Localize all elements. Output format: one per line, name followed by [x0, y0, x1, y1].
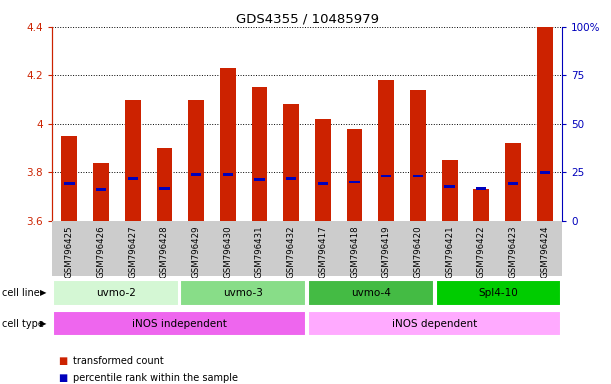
Text: uvmo-2: uvmo-2 [96, 288, 136, 298]
Bar [349, 180, 360, 184]
Text: iNOS independent: iNOS independent [132, 318, 227, 329]
Bar [286, 177, 296, 180]
Text: GSM796418: GSM796418 [350, 225, 359, 278]
Bar [315, 119, 331, 221]
Bar [93, 163, 109, 221]
Text: GSM796428: GSM796428 [160, 225, 169, 278]
Text: GSM796431: GSM796431 [255, 225, 264, 278]
Text: GSM796420: GSM796420 [414, 225, 422, 278]
Text: transformed count: transformed count [73, 356, 164, 366]
Bar [378, 80, 394, 221]
Bar [308, 280, 434, 306]
Text: GSM796423: GSM796423 [508, 225, 518, 278]
Text: GSM796422: GSM796422 [477, 225, 486, 278]
Bar [125, 99, 141, 221]
Text: GSM796417: GSM796417 [318, 225, 327, 278]
Bar [540, 171, 550, 174]
Text: GSM796419: GSM796419 [382, 225, 391, 278]
Bar [62, 136, 77, 221]
Text: GSM796427: GSM796427 [128, 225, 137, 278]
Bar [254, 178, 265, 181]
Bar [413, 174, 423, 177]
Bar [346, 129, 362, 221]
Text: uvmo-4: uvmo-4 [351, 288, 391, 298]
Text: GSM796425: GSM796425 [65, 225, 74, 278]
Text: GSM796424: GSM796424 [540, 225, 549, 278]
Bar [156, 148, 172, 221]
Bar [381, 174, 392, 177]
Text: GSM796429: GSM796429 [192, 225, 200, 278]
Text: ■: ■ [58, 356, 67, 366]
Text: cell type: cell type [2, 318, 44, 329]
Text: ■: ■ [58, 373, 67, 383]
Bar [252, 88, 268, 221]
Bar [96, 188, 106, 191]
Bar [474, 189, 489, 221]
Text: cell line: cell line [2, 288, 40, 298]
Bar [180, 280, 306, 306]
Bar [53, 280, 178, 306]
Text: Spl4-10: Spl4-10 [478, 288, 518, 298]
Bar [537, 27, 552, 221]
Text: iNOS dependent: iNOS dependent [392, 318, 477, 329]
Bar [505, 143, 521, 221]
Bar [436, 280, 561, 306]
Text: uvmo-3: uvmo-3 [223, 288, 263, 298]
Text: GSM796421: GSM796421 [445, 225, 454, 278]
Text: percentile rank within the sample: percentile rank within the sample [73, 373, 238, 383]
Text: ▶: ▶ [40, 319, 46, 328]
Bar [444, 185, 455, 188]
Bar [284, 104, 299, 221]
Bar [188, 99, 204, 221]
Bar [128, 177, 138, 180]
Bar [318, 182, 328, 185]
Bar [410, 90, 426, 221]
Bar [442, 160, 458, 221]
Bar [220, 68, 236, 221]
Title: GDS4355 / 10485979: GDS4355 / 10485979 [235, 13, 379, 26]
Text: GSM796430: GSM796430 [223, 225, 232, 278]
Bar [64, 182, 75, 185]
Text: ▶: ▶ [40, 288, 46, 297]
Bar [308, 311, 561, 336]
Text: GSM796426: GSM796426 [97, 225, 106, 278]
Text: GSM796432: GSM796432 [287, 225, 296, 278]
Bar [53, 311, 306, 336]
Bar [476, 187, 486, 190]
Bar [508, 182, 518, 185]
Bar [191, 173, 201, 176]
Bar [159, 187, 170, 190]
Bar [222, 173, 233, 176]
